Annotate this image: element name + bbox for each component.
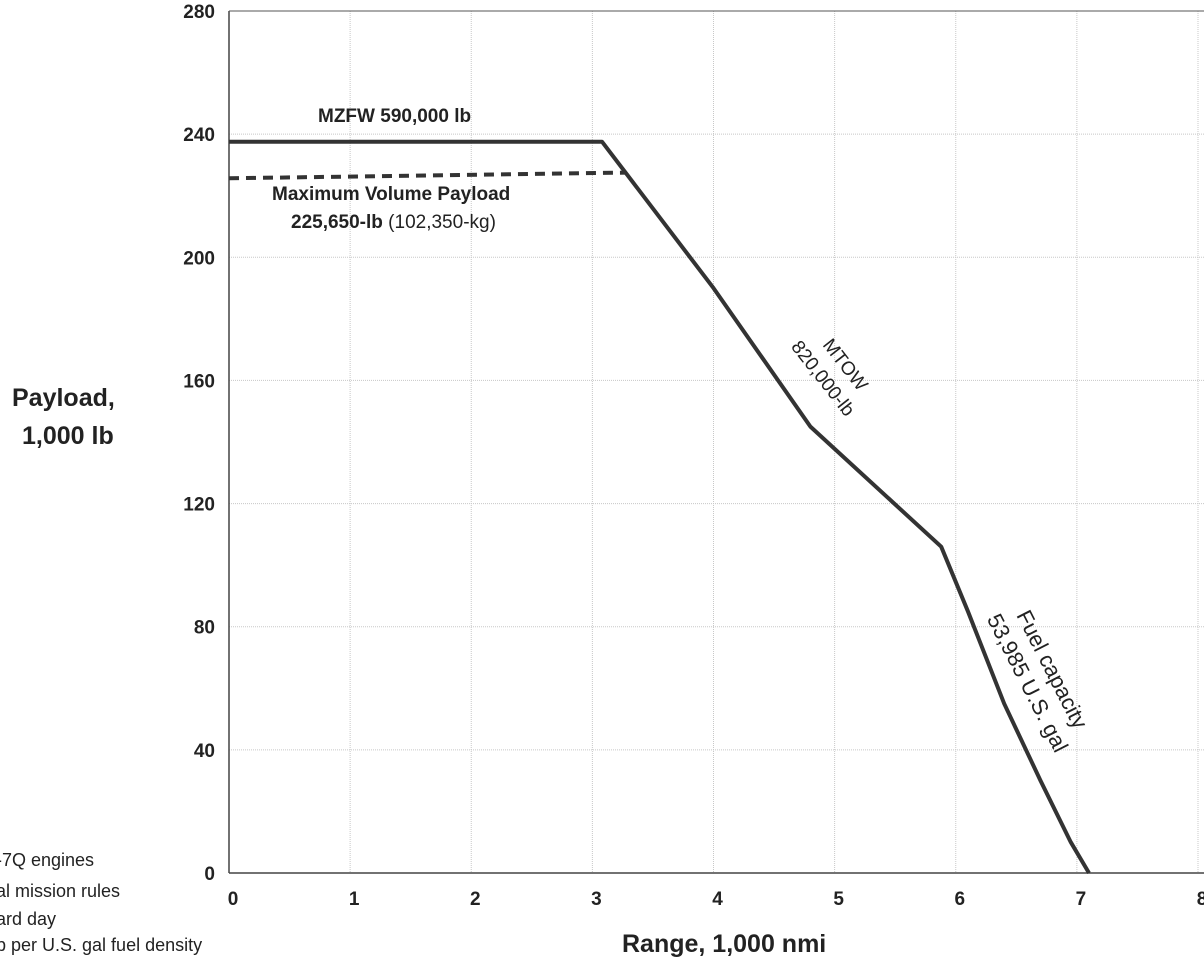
x-tick-label: 3	[591, 889, 602, 910]
x-tick-label: 4	[712, 889, 723, 910]
x-tick-label: 2	[470, 889, 481, 910]
x-axis-label: Range, 1,000 nmi	[622, 930, 826, 958]
y-tick-label: 120	[183, 495, 215, 516]
max-volume-payload-value: 225,650-lb (102,350-kg)	[291, 212, 496, 233]
x-tick-label: 0	[228, 889, 239, 910]
mtow-annotation: MTOW 820,000-lb	[786, 335, 871, 421]
max-volume-payload-annotation: Maximum Volume Payload	[272, 184, 510, 205]
note-engines: -7Q engines	[0, 850, 94, 870]
y-tick-label: 0	[204, 864, 215, 885]
chart-series	[228, 139, 1091, 875]
y-tick-label: 200	[183, 248, 215, 269]
y-tick-label: 240	[183, 125, 215, 146]
note-fuel-density: b per U.S. gal fuel density	[0, 935, 202, 955]
x-tick-labels: 0 1 2 3 4 5 6 7 8	[228, 889, 1204, 910]
y-axis-label-line1: Payload,	[12, 384, 115, 412]
fuel-capacity-annotation: Fuel capacity 53,985 U.S. gal	[982, 606, 1093, 756]
x-tick-label: 5	[833, 889, 844, 910]
y-axis-label-line2: 1,000 lb	[22, 422, 114, 450]
max-volume-payload-lb: 225,650-lb	[291, 212, 383, 233]
chart-grid	[229, 10, 1204, 873]
max-volume-payload-kg: (102,350-kg)	[383, 212, 496, 233]
note-standard-day: ard day	[0, 909, 56, 929]
y-tick-label: 280	[183, 2, 215, 23]
y-tick-labels: 0 40 80 120 160 200 240 280	[183, 2, 215, 885]
note-mission-rules: al mission rules	[0, 881, 120, 901]
max-volume-payload-line	[228, 170, 627, 181]
x-tick-label: 1	[349, 889, 360, 910]
x-tick-label: 7	[1076, 889, 1087, 910]
payload-range-line	[229, 139, 1091, 875]
x-tick-label: 6	[954, 889, 965, 910]
x-tick-label: 8	[1197, 889, 1204, 910]
y-tick-label: 40	[194, 741, 215, 762]
y-tick-label: 80	[194, 618, 215, 639]
mzfw-annotation: MZFW 590,000 lb	[318, 106, 471, 127]
chart-axes	[228, 10, 1204, 874]
y-tick-label: 160	[183, 371, 215, 392]
